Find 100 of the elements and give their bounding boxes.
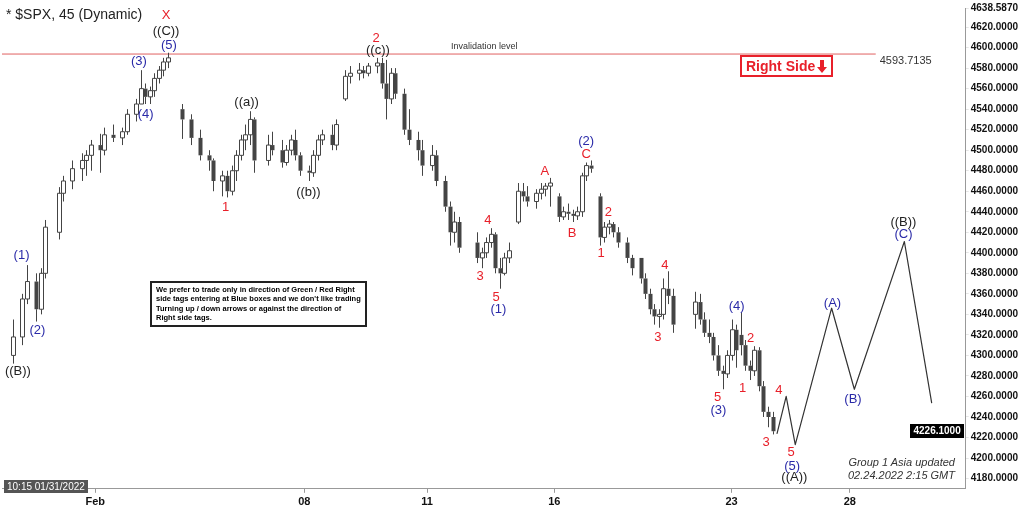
annotation: B [567, 224, 577, 240]
y-tick-label: 4520.0000 [970, 123, 1019, 135]
y-tick-label: 4180.0000 [970, 472, 1019, 484]
annotation: ((C)) [152, 22, 180, 38]
annotation: (2) [578, 132, 595, 148]
candlestick [180, 103, 185, 140]
annotation: (B) [844, 391, 862, 407]
y-tick-label: 4638.5870 [970, 1, 1019, 13]
candlestick [493, 231, 498, 274]
candlestick [616, 226, 621, 249]
y-tick-label: 4220.0000 [970, 431, 1019, 443]
annotation: ((a)) [234, 93, 259, 109]
candlestick [211, 157, 216, 192]
annotation: (5) [160, 37, 177, 53]
annotation: (A) [823, 294, 842, 310]
y-tick-label: 4420.0000 [970, 226, 1019, 238]
annotation: Group 1 Asia updated 02.24.2022 2:15 GMT [847, 456, 955, 481]
candlestick [70, 159, 75, 190]
annotation: 10:15 01/31/2022 [7, 481, 85, 492]
annotation: ((c)) [366, 42, 390, 58]
x-tick-label: 23 [725, 495, 738, 508]
annotation: 3 [762, 434, 770, 450]
annotation: (2) [29, 322, 46, 338]
ref-line-label: 4593.7135 [879, 54, 932, 67]
x-tick-label: 16 [548, 495, 561, 508]
annotation: ((B)) [4, 363, 31, 379]
y-tick-label: 4440.0000 [970, 205, 1019, 217]
candlestick [334, 118, 339, 151]
candlestick [111, 124, 116, 143]
candlestick [80, 152, 85, 182]
candlestick [434, 149, 439, 187]
y-tick-label: 4400.0000 [970, 246, 1019, 258]
annotation: Right Side [746, 58, 816, 74]
annotation: 4 [661, 256, 669, 272]
y-tick-label: 4600.0000 [970, 41, 1019, 53]
candlestick [671, 288, 676, 334]
candlestick [11, 319, 16, 365]
y-tick-label: 4480.0000 [970, 164, 1019, 176]
candlestick [389, 67, 394, 105]
annotation: 3 [476, 267, 484, 283]
candlestick [402, 88, 407, 136]
annotation: 5 [713, 389, 722, 405]
annotation: 2 [747, 329, 755, 345]
candlestick [189, 113, 194, 146]
annotation: 3 [654, 328, 662, 344]
x-tick-label: 08 [298, 495, 311, 508]
annotation: (4) [137, 105, 154, 121]
annotation: (4) [728, 297, 745, 313]
annotation: 1 [222, 199, 230, 215]
y-tick-label: 4280.0000 [970, 369, 1019, 381]
candlestick [630, 254, 635, 276]
annotation: 2 [604, 204, 613, 220]
annotation: 1 [597, 245, 605, 261]
candlestick [766, 406, 771, 428]
candlestick [266, 134, 271, 167]
candlestick [743, 339, 748, 372]
y-tick-label: 4500.0000 [970, 143, 1019, 155]
candlestick [525, 185, 530, 208]
candlestick [298, 151, 303, 177]
annotation: (3) [710, 402, 727, 418]
y-tick-label: 4560.0000 [970, 82, 1019, 94]
candlestick [252, 116, 257, 174]
x-tick-label: 28 [843, 495, 856, 508]
annotation: X [161, 7, 171, 23]
y-tick-label: 4300.0000 [970, 349, 1019, 361]
candlestick [393, 67, 398, 100]
annotation: 2 [372, 29, 380, 45]
candlestick [198, 129, 203, 161]
y-tick-label: 4200.0000 [970, 451, 1019, 463]
candlestick [771, 411, 776, 435]
annotation: ((b)) [296, 183, 321, 199]
annotation: 1 [738, 379, 747, 395]
candlestick [407, 108, 412, 146]
candlestick [357, 62, 362, 81]
y-tick-label: 4460.0000 [970, 184, 1019, 196]
y-tick-label: 4340.0000 [970, 308, 1019, 320]
annotation: Invalidation level [451, 40, 518, 51]
annotation: A [540, 163, 550, 179]
y-tick-label: 4580.0000 [970, 61, 1019, 73]
x-tick-label: Feb [85, 495, 106, 508]
chart-title: * $SPX, 45 (Dynamic) [6, 6, 143, 22]
candlestick [443, 175, 448, 213]
candlestick [420, 139, 425, 177]
candlestick [711, 332, 716, 362]
annotation: (3) [130, 52, 147, 68]
annotation: 4 [775, 381, 783, 397]
y-tick-label: 4360.0000 [970, 287, 1019, 299]
candlestick [598, 192, 603, 247]
y-tick-label: 4540.0000 [970, 102, 1019, 114]
annotation: 4226.1000 [913, 425, 961, 437]
annotation: 4 [484, 211, 492, 227]
y-tick-label: 4380.0000 [970, 267, 1019, 279]
y-tick-label: 4620.0000 [970, 20, 1019, 32]
y-tick-label: 4240.0000 [970, 410, 1019, 422]
candlestick [625, 236, 630, 264]
annotation: 5 [787, 444, 795, 460]
y-tick-label: 4260.0000 [970, 390, 1019, 402]
candlestick [716, 344, 721, 377]
y-tick-label: 4320.0000 [970, 328, 1019, 340]
annotation: (1) [13, 247, 30, 263]
